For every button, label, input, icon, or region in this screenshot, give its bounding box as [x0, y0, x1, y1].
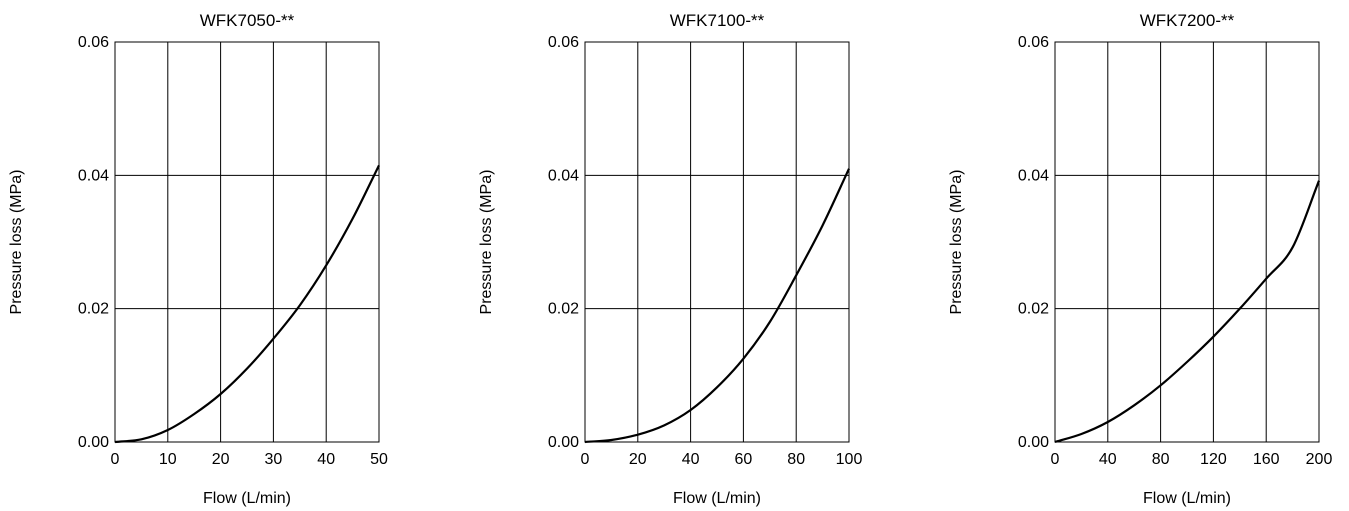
y-tick-label: 0.04: [548, 167, 579, 184]
x-axis-label: Flow (L/min): [203, 490, 291, 507]
x-tick-label: 40: [317, 451, 335, 468]
x-tick-label: 0: [111, 451, 120, 468]
y-tick-label: 0.02: [78, 301, 109, 318]
x-tick-label: 40: [682, 451, 700, 468]
x-tick-label: 0: [1051, 451, 1060, 468]
chart-title: WFK7100-**: [670, 11, 765, 30]
x-tick-label: 20: [212, 451, 230, 468]
y-tick-label: 0.02: [1018, 301, 1049, 318]
x-tick-label: 100: [836, 451, 863, 468]
x-axis-label: Flow (L/min): [673, 490, 761, 507]
y-axis-label: Pressure loss (MPa): [8, 170, 25, 315]
x-tick-label: 20: [629, 451, 647, 468]
x-tick-label: 160: [1253, 451, 1280, 468]
y-axis-label: Pressure loss (MPa): [948, 170, 965, 315]
y-axis-label: Pressure loss (MPa): [478, 170, 495, 315]
x-tick-label: 30: [265, 451, 283, 468]
chart-title: WFK7200-**: [1140, 11, 1235, 30]
x-tick-label: 60: [735, 451, 753, 468]
x-tick-label: 80: [1152, 451, 1170, 468]
chart-3: 0 40 80 120 160 200 0.00 0.02 0.04 0.06 WFK7200-**…: [948, 11, 1332, 507]
plot-frame: [114, 41, 380, 443]
y-tick-label: 0.00: [548, 434, 579, 451]
x-tick-label: 80: [787, 451, 805, 468]
x-tick-label: 40: [1099, 451, 1117, 468]
y-tick-label: 0.00: [1018, 434, 1049, 451]
x-tick-label: 200: [1306, 451, 1333, 468]
x-tick-label: 0: [581, 451, 590, 468]
y-tick-label: 0.06: [1018, 34, 1049, 51]
y-tick-label: 0.06: [78, 34, 109, 51]
chart-1: 0 10 20 30 40 50 0.00 0.02 0.04 0.06 WFK7050-** Flo…: [8, 11, 388, 507]
x-tick-label: 10: [159, 451, 177, 468]
chart-title: WFK7050-**: [200, 11, 295, 30]
series-line: [114, 164, 380, 444]
y-tick-label: 0.06: [548, 34, 579, 51]
plot-frame: [1054, 41, 1320, 443]
x-tick-label: 50: [370, 451, 388, 468]
y-tick-label: 0.02: [548, 301, 579, 318]
plot-frame: [584, 41, 850, 443]
series-line: [584, 168, 850, 444]
chart-2: 0 20 40 60 80 100 0.00 0.02 0.04 0.06 WFK7100-** Fl…: [478, 11, 862, 507]
y-tick-label: 0.04: [1018, 167, 1049, 184]
x-axis-label: Flow (L/min): [1143, 490, 1231, 507]
y-tick-label: 0.00: [78, 434, 109, 451]
x-tick-label: 120: [1200, 451, 1227, 468]
y-tick-label: 0.04: [78, 167, 109, 184]
series-line: [1054, 180, 1321, 444]
